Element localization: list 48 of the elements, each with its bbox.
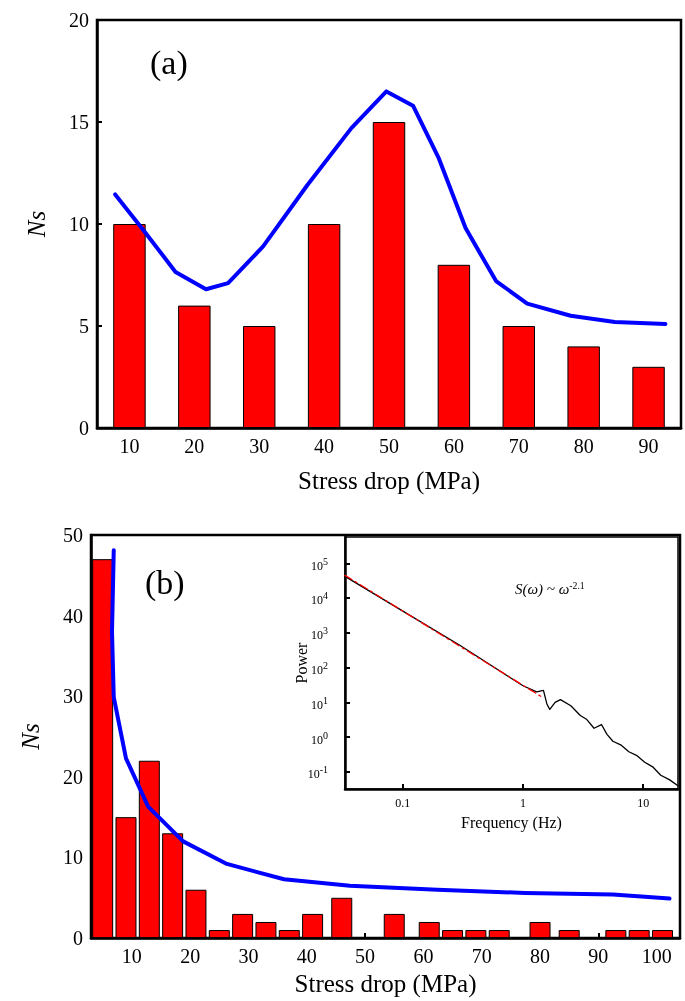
y-tick-label: 0 — [73, 927, 83, 950]
x-tick-label: 80 — [530, 945, 551, 968]
y-tick-label: 10$^{5}$ — [311, 555, 328, 573]
x-tick-label: 50 — [379, 435, 399, 457]
y-tick-label: 10$^{1}$ — [311, 694, 328, 712]
x-tick-label: 80 — [573, 435, 594, 457]
x-tick-label: 100 — [641, 945, 672, 968]
y-tick-label: 5 — [79, 315, 89, 337]
x-tick-label: 50 — [355, 945, 376, 968]
y-tick-label: 20 — [63, 765, 83, 788]
x-tick-label: 60 — [443, 435, 464, 457]
x-tick-label: 1 — [520, 796, 526, 811]
x-axis-title: Stress drop (MPa) — [298, 467, 480, 495]
y-tick-label: 10$^{0}$ — [311, 729, 328, 747]
y-tick-label: 50 — [63, 524, 83, 546]
y-tick-label: 0 — [79, 417, 89, 439]
x-tick-label: 30 — [238, 945, 259, 968]
annotation: (b) — [145, 563, 185, 602]
y-axis-title: Power — [292, 641, 310, 684]
x-tick-label: 10 — [119, 435, 140, 457]
x-axis-title: Stress drop (MPa) — [294, 970, 477, 998]
x-tick-label: 10 — [637, 796, 650, 811]
y-tick-label: 15 — [69, 111, 89, 133]
x-tick-label: 30 — [249, 435, 270, 457]
y-tick-label: 20 — [69, 9, 89, 31]
y-tick-label: 30 — [63, 685, 83, 708]
x-tick-label: 20 — [180, 945, 201, 968]
x-tick-label: 10 — [121, 945, 142, 968]
x-tick-label: 0.1 — [395, 796, 411, 811]
y-axis-title: Ns — [23, 210, 50, 239]
x-tick-label: 70 — [508, 435, 529, 457]
y-tick-label: 10$^{2}$ — [311, 659, 328, 677]
y-tick-label: 10$^{3}$ — [311, 625, 328, 643]
x-tick-label: 70 — [471, 945, 492, 968]
x-tick-label: 90 — [588, 945, 609, 968]
x-axis-title: Frequency (Hz) — [461, 813, 562, 832]
x-tick-label: 90 — [638, 435, 659, 457]
y-tick-label: 10$^{-1}$ — [307, 764, 328, 782]
y-tick-label: 10$^{4}$ — [311, 590, 328, 608]
y-tick-label: 40 — [63, 604, 83, 627]
line-series — [109, 548, 672, 901]
annotation: (a) — [150, 43, 188, 82]
y-axis-title: Ns — [17, 723, 44, 751]
x-tick-label: 60 — [413, 945, 434, 968]
x-tick-label: 20 — [184, 435, 205, 457]
y-tick-label: 10 — [69, 213, 89, 235]
line-series — [113, 89, 668, 326]
y-tick-label: 10 — [63, 846, 83, 869]
